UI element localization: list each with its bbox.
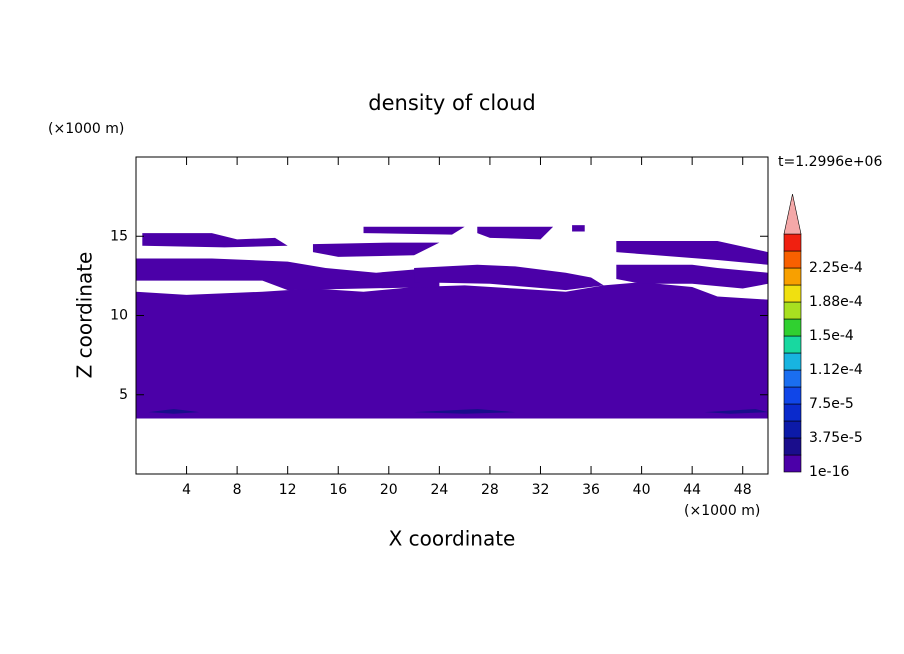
contour-region: [363, 226, 465, 235]
x-tick-label: 36: [582, 482, 600, 498]
colorbar-label: 1.88e-4: [809, 294, 863, 310]
x-tick-label: 16: [329, 482, 347, 498]
colorbar-box: [783, 250, 802, 269]
contour-region: [148, 409, 200, 414]
colorbar-box: [783, 301, 802, 320]
x-tick-label: 12: [279, 482, 297, 498]
x-axis-label: X coordinate: [389, 527, 516, 551]
y-tick-label: 10: [110, 308, 128, 324]
x-unit: (×1000 m): [684, 503, 760, 519]
contour-region: [572, 225, 585, 232]
colorbar-box: [783, 420, 802, 439]
annotation: t=1.2996e+06: [778, 154, 882, 170]
contour-region: [616, 241, 768, 265]
colorbar-box: [783, 386, 802, 405]
x-tick-label: 24: [430, 482, 448, 498]
colorbar-label: 2.25e-4: [809, 260, 863, 276]
contour-region: [136, 258, 440, 291]
x-tick-label: 48: [734, 482, 752, 498]
y-axis-label: Z coordinate: [73, 252, 97, 379]
y-tick-label: 15: [110, 228, 128, 244]
colorbar-label: 1.12e-4: [809, 362, 863, 378]
contour-region: [616, 264, 768, 289]
x-tick-label: 8: [233, 482, 242, 498]
colorbar-box: [783, 318, 802, 337]
colorbar-label: 1.5e-4: [809, 328, 854, 344]
y-tick-label: 5: [119, 387, 128, 403]
colorbar-extend: [783, 193, 802, 235]
x-tick-label: 4: [182, 482, 191, 498]
contour-region: [477, 226, 554, 240]
contour-region: [704, 409, 768, 414]
colorbar-box: [783, 335, 802, 354]
colorbar-label: 3.75e-5: [809, 430, 863, 446]
contour-region: [136, 282, 768, 419]
colorbar-label: 1e-16: [809, 464, 849, 480]
x-tick-label: 20: [380, 482, 398, 498]
colorbar-box: [783, 267, 802, 286]
x-tick-label: 44: [683, 482, 701, 498]
x-tick-label: 28: [481, 482, 499, 498]
colorbar-box: [783, 437, 802, 456]
contour-region: [312, 242, 440, 257]
colorbar-box: [783, 403, 802, 422]
colorbar-box: [783, 233, 802, 252]
colorbar-box: [783, 284, 802, 303]
colorbar-box: [783, 454, 802, 473]
colorbar-box: [783, 352, 802, 371]
colorbar-box: [783, 369, 802, 388]
contour-region: [414, 409, 516, 414]
x-tick-label: 32: [532, 482, 550, 498]
colorbar-label: 7.5e-5: [809, 396, 854, 412]
chart-title: density of cloud: [368, 91, 535, 115]
contour-region: [142, 233, 288, 248]
contour-region: [414, 264, 604, 291]
y-unit: (×1000 m): [48, 121, 124, 137]
x-tick-label: 40: [633, 482, 651, 498]
